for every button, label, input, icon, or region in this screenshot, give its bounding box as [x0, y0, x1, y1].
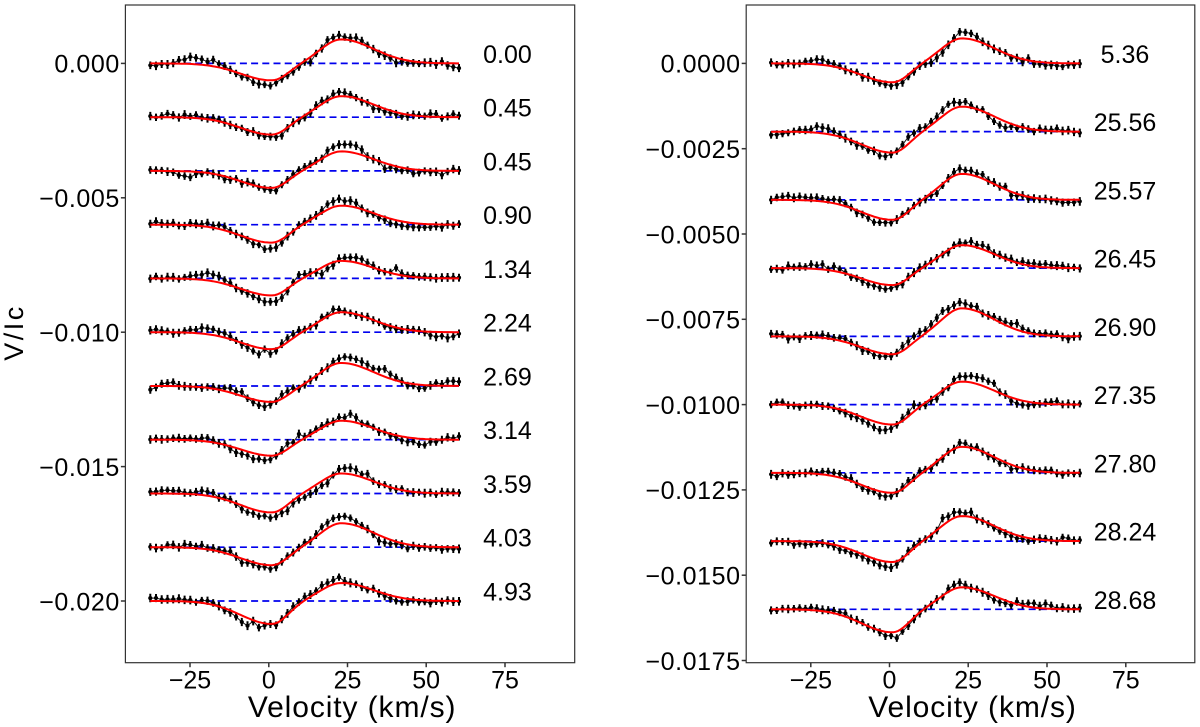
svg-text:−0.0175: −0.0175 [645, 648, 740, 676]
svg-text:−0.020: −0.020 [39, 588, 120, 616]
svg-text:26.45: 26.45 [1094, 246, 1157, 274]
svg-text:2.69: 2.69 [483, 364, 532, 392]
svg-text:−25: −25 [169, 667, 211, 695]
svg-text:−0.0050: −0.0050 [645, 221, 740, 249]
svg-text:−25: −25 [790, 667, 832, 695]
svg-text:1.34: 1.34 [483, 256, 532, 284]
svg-text:4.03: 4.03 [483, 525, 532, 553]
svg-text:0.45: 0.45 [483, 148, 532, 176]
svg-text:28.68: 28.68 [1094, 587, 1157, 615]
svg-text:V/Ic: V/Ic [0, 304, 29, 361]
svg-text:−0.015: −0.015 [39, 454, 120, 482]
svg-text:−0.0100: −0.0100 [645, 392, 740, 420]
svg-text:25.57: 25.57 [1094, 177, 1157, 205]
svg-text:75: 75 [491, 667, 519, 695]
svg-text:26.90: 26.90 [1094, 314, 1157, 342]
svg-text:25.56: 25.56 [1094, 109, 1157, 137]
svg-text:0.000: 0.000 [54, 51, 120, 79]
svg-text:25: 25 [954, 667, 982, 695]
svg-text:−0.005: −0.005 [39, 185, 120, 213]
svg-text:0.00: 0.00 [483, 41, 532, 69]
svg-text:75: 75 [1112, 667, 1140, 695]
svg-text:25: 25 [334, 667, 362, 695]
svg-text:0.90: 0.90 [483, 202, 532, 230]
svg-text:2.24: 2.24 [483, 310, 532, 338]
svg-text:3.14: 3.14 [483, 417, 532, 445]
svg-text:0.0000: 0.0000 [661, 51, 741, 79]
svg-text:5.36: 5.36 [1101, 41, 1150, 69]
svg-text:28.24: 28.24 [1094, 519, 1157, 547]
svg-text:Velocity (km/s): Velocity (km/s) [248, 691, 457, 724]
svg-text:3.59: 3.59 [483, 471, 532, 499]
svg-text:0.45: 0.45 [483, 95, 532, 123]
svg-text:−0.0075: −0.0075 [645, 307, 740, 335]
svg-text:50: 50 [412, 667, 440, 695]
svg-text:−0.0025: −0.0025 [645, 136, 740, 164]
svg-text:27.35: 27.35 [1094, 382, 1157, 410]
svg-text:Velocity (km/s): Velocity (km/s) [868, 691, 1077, 724]
svg-text:0: 0 [262, 667, 276, 695]
svg-text:−0.0150: −0.0150 [645, 563, 740, 591]
svg-text:4.93: 4.93 [483, 579, 532, 607]
svg-text:−0.0125: −0.0125 [645, 477, 740, 505]
svg-text:−0.010: −0.010 [39, 320, 120, 348]
svg-text:50: 50 [1033, 667, 1061, 695]
svg-text:27.80: 27.80 [1094, 450, 1157, 478]
svg-text:0: 0 [883, 667, 897, 695]
